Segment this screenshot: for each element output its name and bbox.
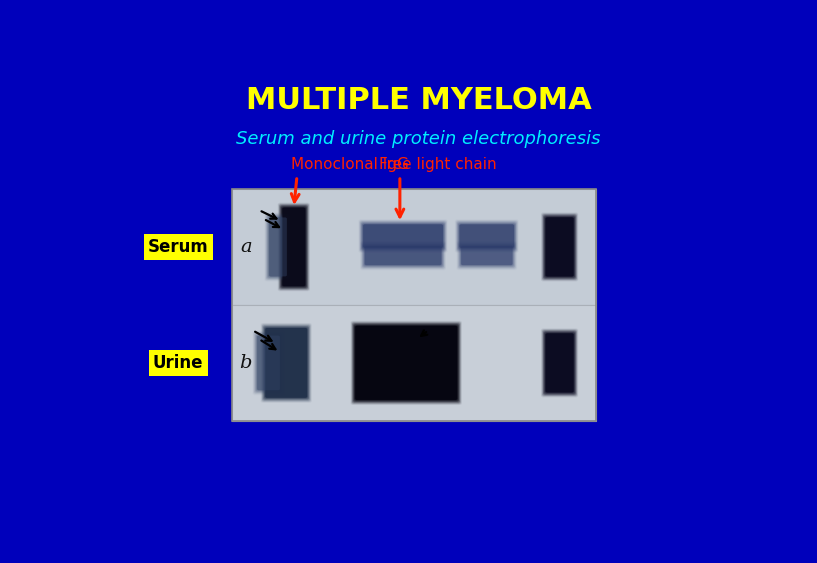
FancyBboxPatch shape <box>352 322 461 404</box>
Text: Free light chain: Free light chain <box>379 157 497 172</box>
FancyBboxPatch shape <box>280 205 307 288</box>
FancyBboxPatch shape <box>265 213 291 281</box>
FancyBboxPatch shape <box>364 246 441 265</box>
Text: Serum: Serum <box>148 238 208 256</box>
FancyBboxPatch shape <box>255 334 282 392</box>
FancyBboxPatch shape <box>354 325 458 401</box>
FancyBboxPatch shape <box>361 243 444 269</box>
FancyBboxPatch shape <box>353 323 460 403</box>
FancyBboxPatch shape <box>264 327 309 399</box>
FancyBboxPatch shape <box>458 222 516 250</box>
FancyBboxPatch shape <box>457 242 516 270</box>
FancyBboxPatch shape <box>359 220 447 252</box>
FancyBboxPatch shape <box>359 221 446 251</box>
FancyBboxPatch shape <box>281 207 306 287</box>
FancyBboxPatch shape <box>353 324 459 402</box>
FancyBboxPatch shape <box>456 221 517 251</box>
FancyBboxPatch shape <box>254 333 283 393</box>
Bar <box>232 305 596 421</box>
FancyBboxPatch shape <box>262 325 310 400</box>
FancyBboxPatch shape <box>459 244 515 267</box>
FancyBboxPatch shape <box>541 328 578 397</box>
FancyBboxPatch shape <box>282 207 306 287</box>
FancyBboxPatch shape <box>355 325 458 400</box>
FancyBboxPatch shape <box>545 217 574 277</box>
FancyBboxPatch shape <box>267 216 289 278</box>
FancyBboxPatch shape <box>269 217 288 277</box>
FancyBboxPatch shape <box>266 214 290 280</box>
FancyBboxPatch shape <box>362 223 444 249</box>
Text: Serum and urine protein electrophoresis: Serum and urine protein electrophoresis <box>236 130 601 148</box>
FancyBboxPatch shape <box>279 205 308 289</box>
FancyBboxPatch shape <box>269 217 287 276</box>
FancyBboxPatch shape <box>256 334 281 391</box>
FancyBboxPatch shape <box>279 204 309 290</box>
Text: MULTIPLE MYELOMA: MULTIPLE MYELOMA <box>246 86 592 115</box>
Text: Monoclonal IgG: Monoclonal IgG <box>291 157 408 172</box>
FancyBboxPatch shape <box>542 213 578 281</box>
Text: b: b <box>239 354 252 372</box>
FancyBboxPatch shape <box>546 217 574 276</box>
FancyBboxPatch shape <box>350 321 462 405</box>
FancyBboxPatch shape <box>254 332 283 394</box>
FancyBboxPatch shape <box>361 222 445 250</box>
FancyBboxPatch shape <box>542 330 577 396</box>
FancyBboxPatch shape <box>541 212 578 282</box>
FancyBboxPatch shape <box>461 246 512 265</box>
FancyBboxPatch shape <box>363 224 444 248</box>
FancyBboxPatch shape <box>363 244 444 267</box>
FancyBboxPatch shape <box>458 243 515 268</box>
FancyBboxPatch shape <box>262 324 310 401</box>
FancyBboxPatch shape <box>364 245 443 266</box>
FancyBboxPatch shape <box>283 208 306 286</box>
FancyBboxPatch shape <box>364 245 442 266</box>
FancyBboxPatch shape <box>460 245 514 266</box>
FancyBboxPatch shape <box>543 215 576 279</box>
FancyBboxPatch shape <box>261 324 311 402</box>
Bar <box>232 189 596 421</box>
FancyBboxPatch shape <box>545 333 574 393</box>
FancyBboxPatch shape <box>543 330 576 395</box>
FancyBboxPatch shape <box>362 243 444 268</box>
FancyBboxPatch shape <box>253 331 284 395</box>
FancyBboxPatch shape <box>458 243 516 269</box>
FancyBboxPatch shape <box>360 222 445 251</box>
FancyBboxPatch shape <box>363 225 443 248</box>
FancyBboxPatch shape <box>542 214 577 280</box>
FancyBboxPatch shape <box>461 245 513 266</box>
FancyBboxPatch shape <box>459 224 515 248</box>
FancyBboxPatch shape <box>361 242 445 270</box>
FancyBboxPatch shape <box>278 203 310 291</box>
FancyBboxPatch shape <box>351 321 462 404</box>
FancyBboxPatch shape <box>355 326 458 400</box>
FancyBboxPatch shape <box>261 323 312 403</box>
FancyBboxPatch shape <box>457 222 516 251</box>
Text: Urine: Urine <box>153 354 203 372</box>
FancyBboxPatch shape <box>456 220 518 252</box>
FancyBboxPatch shape <box>542 329 578 397</box>
FancyBboxPatch shape <box>543 216 575 278</box>
FancyBboxPatch shape <box>459 225 514 248</box>
FancyBboxPatch shape <box>266 328 307 398</box>
Text: a: a <box>240 238 252 256</box>
Bar <box>232 189 596 305</box>
FancyBboxPatch shape <box>544 332 575 394</box>
FancyBboxPatch shape <box>546 333 574 392</box>
FancyBboxPatch shape <box>543 332 575 394</box>
FancyBboxPatch shape <box>265 328 308 398</box>
FancyBboxPatch shape <box>268 216 288 278</box>
FancyBboxPatch shape <box>544 216 575 278</box>
FancyBboxPatch shape <box>279 203 310 291</box>
FancyBboxPatch shape <box>458 223 516 249</box>
FancyBboxPatch shape <box>257 335 280 391</box>
FancyBboxPatch shape <box>257 336 280 390</box>
FancyBboxPatch shape <box>263 326 309 400</box>
FancyBboxPatch shape <box>266 215 289 279</box>
